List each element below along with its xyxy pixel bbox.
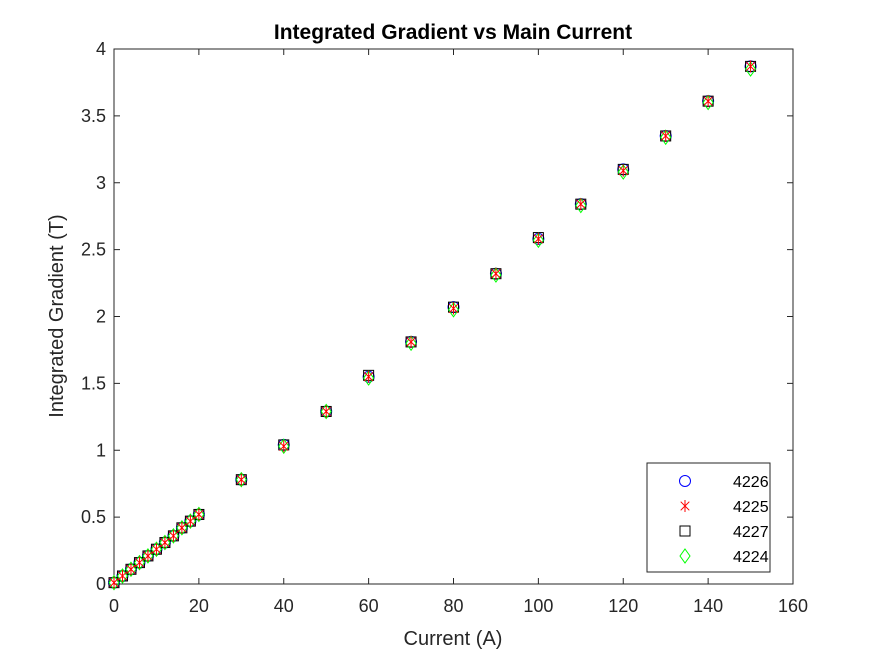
data-point-diamond: [133, 554, 146, 571]
data-point-diamond: [575, 197, 587, 214]
y-tick-label: 1: [96, 440, 106, 460]
data-point-diamond: [660, 129, 672, 146]
legend-label: 4226: [733, 474, 769, 491]
legend-marker-circle: [679, 475, 691, 487]
data-point-asterisk: [117, 569, 128, 582]
data-point-diamond: [363, 370, 375, 386]
data-point-diamond: [125, 561, 137, 578]
legend-marker-diamond: [679, 548, 691, 564]
legend-items: 4226 4225 4227 4224: [679, 474, 769, 566]
legend-label: 4224: [733, 549, 769, 566]
data-point-diamond: [184, 513, 197, 529]
data-point-asterisk: [177, 521, 187, 534]
data-point-asterisk: [126, 563, 136, 576]
y-tick-label: 3: [96, 173, 106, 193]
data-point-asterisk: [134, 556, 145, 569]
x-tick-label: 20: [189, 596, 209, 616]
series-4225: [109, 60, 756, 589]
data-point-asterisk: [533, 232, 544, 245]
y-tick-label: 0: [96, 574, 106, 594]
data-point-diamond: [176, 519, 188, 536]
data-point-asterisk: [143, 549, 153, 562]
data-point-diamond: [116, 568, 129, 584]
x-tick-label: 160: [778, 596, 808, 616]
data-point-diamond: [235, 471, 247, 488]
data-point-diamond: [617, 164, 629, 180]
x-tick-label: 100: [523, 596, 553, 616]
data-point-asterisk: [109, 576, 119, 589]
data-point-diamond: [447, 301, 460, 318]
data-point-asterisk: [576, 198, 586, 211]
legend-label: 4227: [733, 524, 769, 541]
y-axis-label: Integrated Gradient (T): [46, 214, 68, 417]
data-point-diamond: [278, 438, 290, 455]
x-tick-label: 120: [608, 596, 638, 616]
data-point-asterisk: [168, 529, 179, 542]
y-tick-label: 2.5: [81, 240, 106, 260]
data-point-diamond: [159, 534, 171, 551]
data-point-diamond: [532, 232, 544, 249]
data-point-diamond: [702, 94, 714, 111]
data-point-diamond: [150, 541, 163, 558]
y-tick-label: 0.5: [81, 507, 106, 527]
data-point-diamond: [108, 574, 120, 591]
legend-label: 4225: [733, 499, 769, 516]
data-point-diamond: [167, 527, 180, 544]
data-point-asterisk: [661, 129, 671, 142]
data-point-asterisk: [745, 60, 756, 73]
data-point-asterisk: [194, 508, 204, 521]
data-point-diamond: [490, 267, 502, 283]
data-point-asterisk: [363, 370, 374, 383]
data-point-asterisk: [185, 515, 196, 528]
data-point-diamond: [142, 548, 154, 564]
data-point-asterisk: [448, 302, 459, 315]
x-axis-label: Current (A): [404, 628, 503, 650]
legend-marker-asterisk: [680, 500, 690, 512]
x-tick-label: 40: [274, 596, 294, 616]
data-point-asterisk: [618, 164, 628, 177]
y-tick-label: 4: [96, 39, 106, 59]
data-point-diamond: [744, 61, 757, 77]
x-tick-label: 140: [693, 596, 723, 616]
chart-title: Integrated Gradient vs Main Current: [274, 21, 632, 44]
y-axis-ticks: 0 0.5 1 1.5 2 2.5 3 3.5 4: [81, 39, 793, 594]
y-tick-label: 3.5: [81, 106, 106, 126]
legend-box: [646, 462, 771, 573]
data-point-asterisk: [321, 405, 331, 418]
x-axis-ticks: 0 20 40 60 80 100 120 140 160: [109, 49, 808, 616]
data-point-asterisk: [236, 473, 246, 486]
data-point-asterisk: [406, 335, 416, 348]
data-point-asterisk: [279, 440, 289, 453]
y-tick-label: 1.5: [81, 373, 106, 393]
series-4224: [108, 61, 757, 591]
data-point-diamond: [193, 506, 205, 523]
data-point-asterisk: [160, 536, 170, 549]
x-tick-label: 60: [359, 596, 379, 616]
data-point-asterisk: [703, 95, 713, 108]
data-point-diamond: [320, 403, 332, 420]
x-tick-label: 80: [443, 596, 463, 616]
data-point-asterisk: [491, 267, 501, 280]
x-tick-label: 0: [109, 596, 119, 616]
data-markers: [108, 60, 757, 591]
y-tick-label: 2: [96, 307, 106, 327]
data-point-asterisk: [151, 543, 162, 556]
legend-marker-square: [679, 525, 691, 537]
data-point-diamond: [405, 335, 417, 352]
legend: 4226 4225 4227 4224: [646, 462, 771, 573]
